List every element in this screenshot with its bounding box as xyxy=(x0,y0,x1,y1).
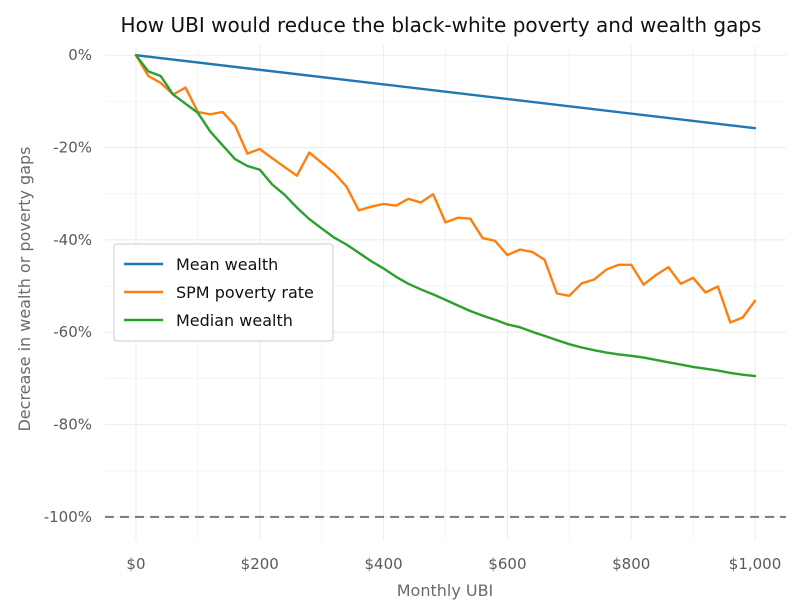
y-tick-label: -40% xyxy=(53,231,92,249)
y-tick-label: -80% xyxy=(53,416,92,434)
x-tick-label: $800 xyxy=(612,555,650,573)
x-tick-label: $1,000 xyxy=(729,555,782,573)
series-line-mean-wealth xyxy=(134,54,757,130)
x-tick-label: $600 xyxy=(488,555,526,573)
legend: Mean wealth SPM poverty rate Median wealth xyxy=(113,243,334,342)
legend-label: Median wealth xyxy=(176,311,293,330)
legend-label: Mean wealth xyxy=(176,255,278,274)
x-axis-label: Monthly UBI xyxy=(397,581,494,600)
series-line-median-wealth xyxy=(134,54,757,378)
y-tick-label: -100% xyxy=(44,508,92,526)
x-tick-label: $0 xyxy=(126,555,145,573)
legend-label: SPM poverty rate xyxy=(176,283,314,302)
y-tick-label: -20% xyxy=(53,139,92,157)
series-lines xyxy=(134,54,757,378)
chart-title: How UBI would reduce the black-white pov… xyxy=(121,13,762,37)
y-axis-ticks: 0% -20% -40% -60% -80% -100% xyxy=(44,46,92,526)
x-tick-label: $400 xyxy=(364,555,402,573)
x-tick-label: $200 xyxy=(241,555,279,573)
x-axis-ticks: $0 $200 $400 $600 $800 $1,000 xyxy=(126,555,781,573)
legend-box xyxy=(113,243,334,342)
y-tick-label: -60% xyxy=(53,323,92,341)
y-tick-label: 0% xyxy=(68,46,92,64)
y-axis-label: Decrease in wealth or poverty gaps xyxy=(15,146,34,431)
series-line-spm-poverty-rate xyxy=(134,54,757,324)
